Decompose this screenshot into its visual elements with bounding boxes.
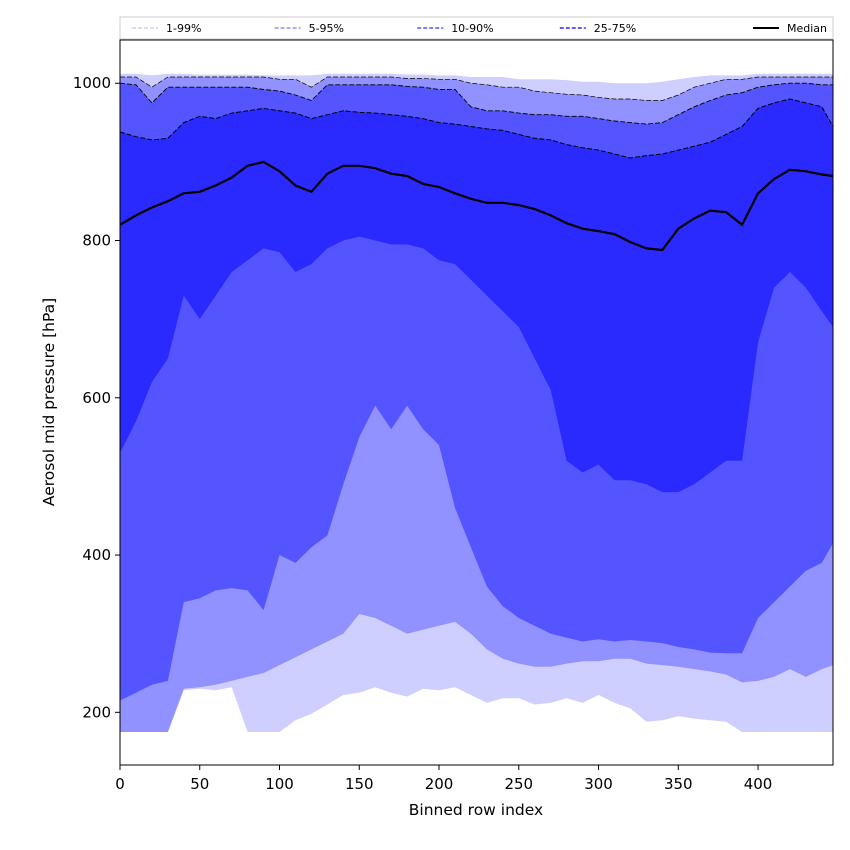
p75-line — [120, 98, 833, 159]
plot-frame — [119, 39, 834, 766]
y-tick-label: 200 — [82, 703, 111, 721]
x-axis: 0 50 100 150 200 250 300 350 400 — [115, 765, 772, 793]
x-tick-label: 50 — [190, 775, 209, 793]
x-tick-label: 250 — [504, 775, 533, 793]
y-tick-label: 1000 — [73, 74, 111, 92]
legend-label-p5-95: 5-95% — [309, 22, 344, 35]
p90-line — [120, 82, 833, 125]
x-tick-label: 400 — [744, 775, 773, 793]
y-axis-label: Aerosol mid pressure [hPa] — [40, 298, 58, 506]
x-tick-label: 0 — [115, 775, 125, 793]
x-tick-label: 100 — [265, 775, 294, 793]
legend: 1-99% 5-95% 10-90% 25-75% Median — [119, 16, 834, 40]
percentile-bands — [120, 73, 833, 733]
legend-label-p1-99: 1-99% — [166, 22, 201, 35]
legend-label-p25-75: 25-75% — [594, 22, 636, 35]
y-tick-label: 600 — [82, 389, 111, 407]
x-tick-label: 350 — [664, 775, 693, 793]
x-tick-label: 300 — [584, 775, 613, 793]
y-axis: 200 400 600 800 1000 — [73, 74, 120, 721]
percentile-lines — [120, 76, 833, 252]
y-tick-label: 800 — [82, 232, 111, 250]
x-tick-label: 200 — [425, 775, 454, 793]
y-tick-label: 400 — [82, 546, 111, 564]
median-line — [120, 160, 833, 252]
legend-box — [119, 16, 834, 40]
legend-label-median: Median — [787, 22, 827, 35]
legend-label-p10-90: 10-90% — [451, 22, 493, 35]
x-tick-label: 150 — [345, 775, 374, 793]
x-axis-label: Binned row index — [409, 801, 543, 819]
band-p25-75 — [120, 99, 833, 493]
